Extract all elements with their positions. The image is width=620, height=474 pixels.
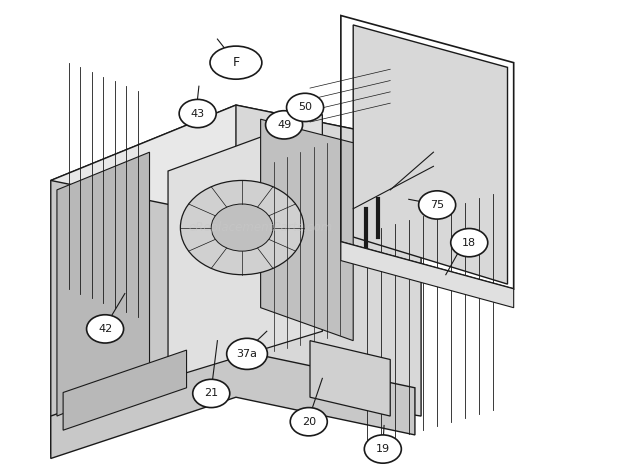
Text: 49: 49: [277, 120, 291, 130]
Polygon shape: [168, 115, 322, 378]
Polygon shape: [51, 105, 421, 218]
Text: 19: 19: [376, 444, 390, 454]
Text: 18: 18: [462, 237, 476, 247]
Polygon shape: [341, 242, 514, 308]
Circle shape: [87, 315, 123, 343]
Polygon shape: [310, 341, 390, 416]
Circle shape: [265, 111, 303, 139]
Circle shape: [179, 100, 216, 128]
Text: eReplacementParts.com: eReplacementParts.com: [188, 221, 333, 234]
Circle shape: [290, 408, 327, 436]
Circle shape: [180, 181, 304, 275]
Text: 43: 43: [190, 109, 205, 118]
Circle shape: [365, 435, 401, 463]
Text: F: F: [232, 56, 239, 69]
Ellipse shape: [210, 46, 262, 79]
Polygon shape: [353, 25, 508, 284]
Text: 50: 50: [298, 102, 312, 112]
Circle shape: [193, 379, 230, 408]
Polygon shape: [260, 119, 353, 341]
Text: 20: 20: [302, 417, 316, 427]
Text: 75: 75: [430, 200, 444, 210]
Text: 37a: 37a: [237, 349, 257, 359]
Circle shape: [418, 191, 456, 219]
Polygon shape: [236, 105, 421, 416]
Circle shape: [451, 228, 488, 257]
Circle shape: [211, 204, 273, 251]
Polygon shape: [57, 152, 149, 416]
Polygon shape: [51, 105, 236, 454]
Circle shape: [227, 338, 267, 369]
Text: 21: 21: [204, 389, 218, 399]
Text: 42: 42: [98, 324, 112, 334]
Circle shape: [286, 93, 324, 121]
Polygon shape: [63, 350, 187, 430]
Polygon shape: [51, 350, 415, 458]
